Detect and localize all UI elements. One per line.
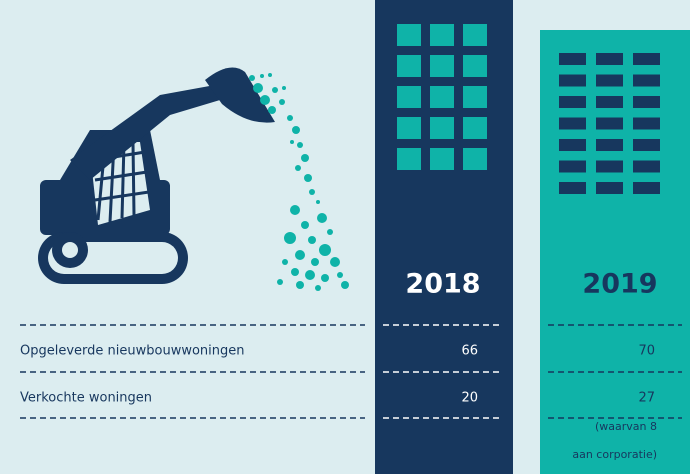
infographic: 2018 2019 Opgeleverde nieuwbouwwoningen … <box>0 0 690 474</box>
year-2019: 2019 <box>582 269 657 300</box>
soil-dot <box>260 74 264 78</box>
window <box>596 161 623 173</box>
window <box>633 118 660 130</box>
value-2018: 20 <box>461 391 478 406</box>
window <box>430 55 454 77</box>
window <box>596 96 623 108</box>
window <box>397 55 421 77</box>
row-label: Verkochte woningen <box>20 391 152 406</box>
soil-dot <box>317 213 327 223</box>
soil-dot <box>295 165 301 171</box>
soil-dot <box>287 115 293 121</box>
window <box>559 139 586 151</box>
soil-dot <box>341 281 349 289</box>
windows-2018 <box>397 24 487 170</box>
window <box>397 117 421 139</box>
window <box>463 55 487 77</box>
loader-wheel-hub <box>62 242 78 258</box>
soil-dot <box>319 244 331 256</box>
value-note: (waarvan 8 <box>595 420 657 433</box>
soil-dot <box>279 99 285 105</box>
soil-dot <box>337 272 343 278</box>
soil-dot <box>315 285 321 291</box>
window <box>559 96 586 108</box>
soil-dot <box>277 279 283 285</box>
value-2019: 27 <box>638 391 655 406</box>
soil-dot <box>295 250 305 260</box>
window <box>633 53 660 65</box>
window <box>633 139 660 151</box>
soil-dot <box>301 221 309 229</box>
window <box>596 118 623 130</box>
soil-dot <box>305 270 315 280</box>
soil-dot <box>297 142 303 148</box>
window <box>463 24 487 46</box>
soil-dot <box>290 140 294 144</box>
value-note: aan corporatie) <box>572 448 657 461</box>
window <box>463 148 487 170</box>
window <box>596 53 623 65</box>
soil-dot <box>301 154 309 162</box>
window <box>430 148 454 170</box>
window <box>633 161 660 173</box>
soil-dot <box>296 281 304 289</box>
window <box>397 86 421 108</box>
window <box>430 117 454 139</box>
soil-dot <box>282 86 286 90</box>
soil-dot <box>282 259 288 265</box>
year-2018: 2018 <box>405 269 480 300</box>
soil-dot <box>311 258 319 266</box>
soil-dot <box>309 189 315 195</box>
window <box>596 139 623 151</box>
soil-dot <box>292 126 300 134</box>
window <box>559 53 586 65</box>
soil-dot <box>316 200 320 204</box>
window <box>463 117 487 139</box>
window <box>559 75 586 87</box>
soil-dot <box>272 87 278 93</box>
value-2018: 66 <box>461 344 478 359</box>
window <box>559 118 586 130</box>
soil-dot <box>284 232 296 244</box>
window <box>463 86 487 108</box>
soil-dot <box>321 274 329 282</box>
soil-dot <box>253 83 263 93</box>
soil-dot <box>308 236 316 244</box>
window <box>596 182 623 194</box>
soil-dot <box>304 174 312 182</box>
window <box>559 182 586 194</box>
soil-dot <box>249 75 255 81</box>
window <box>430 24 454 46</box>
soil-dot <box>327 229 333 235</box>
soil-dot <box>290 205 300 215</box>
value-2019: 70 <box>638 344 655 359</box>
soil-dot <box>291 268 299 276</box>
row-label: Opgeleverde nieuwbouwwoningen <box>20 344 245 359</box>
window <box>397 148 421 170</box>
soil-dot <box>268 73 272 77</box>
window <box>633 96 660 108</box>
window <box>559 161 586 173</box>
soil-dot <box>260 95 270 105</box>
soil-dot <box>268 106 276 114</box>
window <box>397 24 421 46</box>
window <box>633 75 660 87</box>
window <box>596 75 623 87</box>
window <box>430 86 454 108</box>
soil-dot <box>330 257 340 267</box>
window <box>633 182 660 194</box>
